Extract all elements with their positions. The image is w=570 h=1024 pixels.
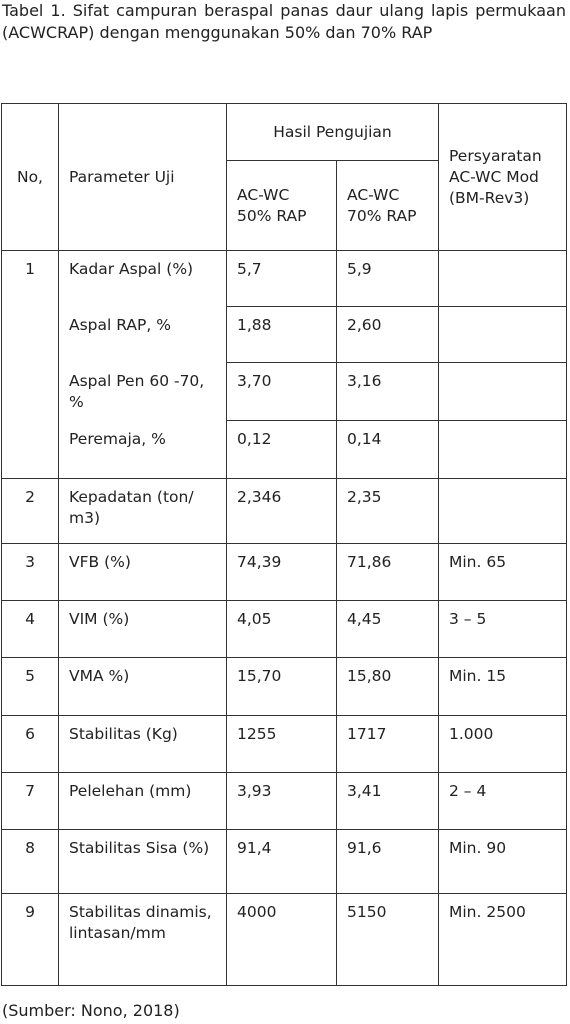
table-row: 3 VFB (%) 74,39 71,86 Min. 65 xyxy=(1,543,567,601)
table-row: 7 Pelelehan (mm) 3,93 3,41 2 – 4 xyxy=(1,772,567,830)
table-cell: 91,6 xyxy=(336,829,439,894)
table-cell: Min. 90 xyxy=(438,829,567,894)
table-cell xyxy=(438,478,567,544)
table-cell: Aspal Pen 60 -70, % xyxy=(58,362,227,421)
table-cell xyxy=(438,420,567,479)
table-cell xyxy=(438,306,567,363)
table-row: 2 Kepadatan (ton/ m3) 2,346 2,35 xyxy=(1,478,567,544)
table-row: Peremaja, % 0,12 0,14 xyxy=(2,420,567,479)
table-cell: Hasil Pengujian xyxy=(226,103,439,161)
table-cell: 8 xyxy=(1,829,59,894)
table-cell: 1 xyxy=(1,250,59,479)
table-row: 6 Stabilitas (Kg) 1255 1717 1.000 xyxy=(1,715,567,773)
table-cell: 91,4 xyxy=(226,829,337,894)
table-cell: 1.000 xyxy=(438,715,567,773)
table-cell: 71,86 xyxy=(336,543,439,601)
table-row: 4 VIM (%) 4,05 4,45 3 – 5 xyxy=(1,600,567,658)
table-cell: 5,7 xyxy=(226,250,337,307)
source: (Sumber: Nono, 2018) xyxy=(2,1001,180,1020)
table-cell: 0,14 xyxy=(336,420,439,479)
table-cell: 2,35 xyxy=(336,478,439,544)
table-cell: 7 xyxy=(1,772,59,830)
table-cell: Kepadatan (ton/ m3) xyxy=(58,478,227,544)
table-cell xyxy=(438,362,567,421)
table-cell: 2 xyxy=(1,478,59,544)
table-cell: 5,9 xyxy=(336,250,439,307)
table-row: 5 VMA %) 15,70 15,80 Min. 15 xyxy=(1,657,567,716)
table-cell: Stabilitas Sisa (%) xyxy=(58,829,227,894)
table-cell: Stabilitas (Kg) xyxy=(58,715,227,773)
table-cell: 4 xyxy=(1,600,59,658)
table-row: AC-WC 50% RAP AC-WC 70% RAP xyxy=(2,160,567,251)
table-cell: 3 xyxy=(1,543,59,601)
table-cell: 1,88 xyxy=(226,306,337,363)
table-cell: Stabilitas dinamis, lintasan/mm xyxy=(58,893,227,986)
table-row: 9 Stabilitas dinamis, lintasan/mm 4000 5150… xyxy=(1,893,567,986)
table-cell: Min. 65 xyxy=(438,543,567,601)
table-cell: AC-WC 70% RAP xyxy=(336,160,439,251)
table-cell: Min. 15 xyxy=(438,657,567,716)
table-cell: 3 – 5 xyxy=(438,600,567,658)
table-cell: 3,16 xyxy=(336,362,439,421)
table-cell: 3,93 xyxy=(226,772,337,830)
table-cell: VMA %) xyxy=(58,657,227,716)
table-cell: Parameter Uji xyxy=(58,103,227,251)
table-row: 1 Kadar Aspal (%) 5,7 5,9 xyxy=(1,250,567,479)
table-cell: VIM (%) xyxy=(58,600,227,658)
table-cell: 1255 xyxy=(226,715,337,773)
table-cell: 5 xyxy=(1,657,59,716)
table-cell: 4000 xyxy=(226,893,337,986)
table-cell: Min. 2500 xyxy=(438,893,567,986)
table-cell: Kadar Aspal (%) xyxy=(58,250,227,307)
table-cell: 15,80 xyxy=(336,657,439,716)
table-cell: 9 xyxy=(1,893,59,986)
table-cell: Pelelehan (mm) xyxy=(58,772,227,830)
table-cell xyxy=(438,250,567,307)
table-cell: AC-WC 50% RAP xyxy=(226,160,337,251)
table-cell: 4,45 xyxy=(336,600,439,658)
table-cell: No, xyxy=(1,103,59,251)
caption: Tabel 1. Sifat campuran beraspal panas d… xyxy=(2,1,566,42)
table-cell: 2,346 xyxy=(226,478,337,544)
table-cell: 3,70 xyxy=(226,362,337,421)
table-row: 8 Stabilitas Sisa (%) 91,4 91,6 Min. 90 xyxy=(1,829,567,894)
table-cell: 2 – 4 xyxy=(438,772,567,830)
table-row: Aspal Pen 60 -70, % 3,70 3,16 xyxy=(2,362,567,421)
table-row: No, Parameter Uji Hasil Pengujian Persyarat… xyxy=(1,103,567,251)
table-cell: 1717 xyxy=(336,715,439,773)
table-cell: Peremaja, % xyxy=(58,420,227,479)
table-cell: 5150 xyxy=(336,893,439,986)
table-cell: Persyaratan AC-WC Mod (BM-Rev3) xyxy=(438,103,567,251)
table-cell: VFB (%) xyxy=(58,543,227,601)
table: No, Parameter Uji Hasil Pengujian Persyarat… xyxy=(1,103,567,986)
table-cell: Aspal RAP, % xyxy=(58,306,227,363)
table-cell: 74,39 xyxy=(226,543,337,601)
table-cell: 4,05 xyxy=(226,600,337,658)
table-row: Aspal RAP, % 1,88 2,60 xyxy=(2,306,567,363)
table-cell: 0,12 xyxy=(226,420,337,479)
table-cell: 2,60 xyxy=(336,306,439,363)
table-cell: 15,70 xyxy=(226,657,337,716)
table-cell: 6 xyxy=(1,715,59,773)
table-cell: 3,41 xyxy=(336,772,439,830)
